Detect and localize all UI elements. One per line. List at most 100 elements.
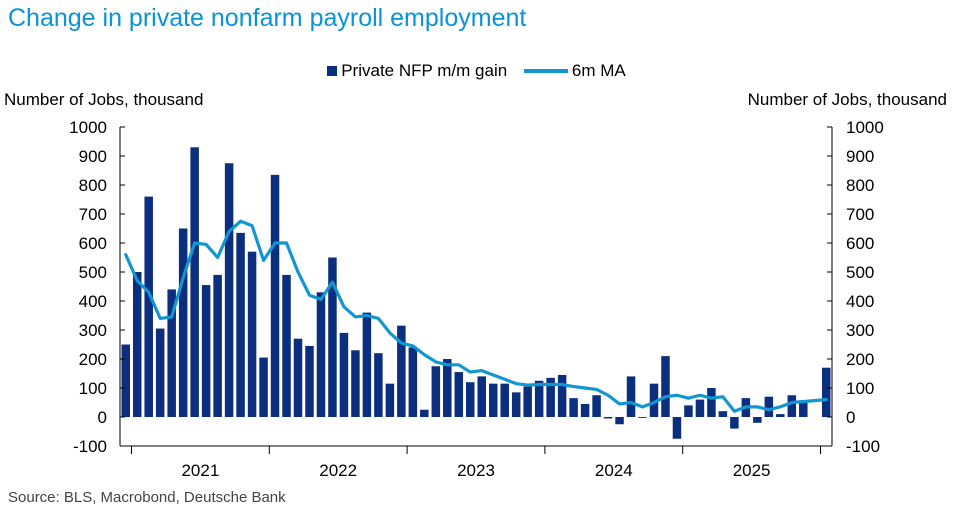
bar-2021-11: [247, 251, 257, 417]
bar-2025-07: [753, 417, 762, 423]
bar-2022-04: [305, 345, 314, 417]
bar-2025-09: [776, 414, 785, 417]
bar-2023-03: [431, 366, 441, 417]
x-tick-label-2024: 2024: [595, 461, 633, 480]
bar-2025-03: [707, 388, 716, 417]
bar-2022-07: [339, 332, 349, 417]
bar-2023-09: [500, 383, 509, 417]
bar-2025-11: [799, 401, 808, 417]
bar-2024-05: [592, 395, 601, 417]
bar-2021-10: [236, 232, 245, 417]
legend: Private NFP m/m gain 6m MA: [0, 60, 953, 81]
bar-2024-11: [661, 356, 670, 417]
bar-2025-04: [718, 411, 728, 417]
y-tick-label-right: 700: [846, 205, 874, 224]
bar-2024-10: [649, 383, 659, 417]
y-tick-label-left: 800: [79, 176, 107, 195]
y-tick-label-right: 400: [846, 292, 874, 311]
y-axis-label-left: Number of Jobs, thousand: [4, 90, 204, 109]
bar-2025-05: [730, 417, 739, 429]
y-tick-label-right: 1000: [846, 118, 884, 137]
bar-2024-02: [557, 374, 567, 417]
y-tick-label-left: 1000: [69, 118, 107, 137]
bar-2022-12: [397, 325, 406, 417]
legend-swatch-bars: [327, 66, 338, 77]
bar-2023-07: [477, 376, 486, 417]
bar-2022-05: [316, 292, 326, 417]
bar-2023-05: [454, 372, 464, 417]
legend-swatch-line: [523, 69, 568, 74]
bar-2023-11: [523, 386, 532, 417]
y-tick-label-right: 600: [846, 234, 874, 253]
bar-2021-04: [167, 289, 176, 417]
bar-2021-12: [259, 357, 268, 417]
bar-2020-12: [121, 344, 130, 417]
chart-title: Change in private nonfarm payroll employ…: [8, 4, 527, 32]
bar-2023-02: [420, 409, 429, 417]
bar-2022-01: [270, 174, 280, 417]
x-tick-label-2021: 2021: [181, 461, 219, 480]
bar-2024-03: [569, 398, 578, 417]
y-tick-label-left: 500: [79, 263, 107, 282]
bar-2024-07: [615, 417, 624, 425]
y-tick-label-left: 200: [79, 350, 107, 369]
bar-2023-10: [511, 392, 521, 417]
bar-2025-10: [787, 395, 797, 417]
bar-2023-01: [408, 347, 418, 417]
bar-2023-08: [488, 383, 498, 417]
legend-label-line: 6m MA: [571, 60, 626, 80]
bar-2024-06: [603, 417, 613, 419]
bar-2025-01: [684, 405, 693, 417]
source-note: Source: BLS, Macrobond, Deutsche Bank: [8, 489, 286, 506]
bar-2021-01: [132, 272, 142, 417]
bar-2024-12: [672, 417, 682, 439]
y-tick-label-left: 900: [79, 147, 107, 166]
y-tick-label-left: 600: [79, 234, 107, 253]
bar-2023-06: [466, 382, 475, 417]
bar-2022-06: [328, 257, 337, 417]
y-tick-label-right: 500: [846, 263, 874, 282]
y-axis-label-right: Number of Jobs, thousand: [747, 90, 947, 109]
bar-2021-09: [224, 163, 234, 417]
y-tick-label-left: 300: [79, 321, 107, 340]
bar-2022-09: [362, 312, 372, 417]
y-tick-label-left: -100: [73, 437, 107, 456]
bar-2025-08: [764, 396, 774, 417]
bar-2024-04: [580, 403, 590, 417]
y-tick-label-right: 800: [846, 176, 874, 195]
bar-2022-03: [293, 338, 303, 417]
y-tick-label-right: 200: [846, 350, 874, 369]
bar-2023-12: [534, 380, 544, 417]
y-tick-label-right: 0: [846, 408, 855, 427]
y-tick-label-left: 0: [98, 408, 107, 427]
x-tick-label-2023: 2023: [457, 461, 495, 480]
bar-2021-02: [144, 196, 153, 417]
bar-2024-08: [626, 376, 636, 417]
y-tick-label-right: 900: [846, 147, 874, 166]
x-tick-label-2022: 2022: [319, 461, 357, 480]
bar-2022-11: [385, 383, 395, 417]
ma-line: [124, 219, 828, 413]
bar-2025-02: [695, 399, 705, 417]
y-tick-label-right: -100: [846, 437, 880, 456]
y-tick-label-left: 400: [79, 292, 107, 311]
bar-2024-09: [638, 417, 647, 418]
bar-2021-07: [201, 285, 211, 417]
bar-2026-01: [822, 367, 831, 417]
bar-2021-05: [178, 228, 188, 417]
legend-item-bars: Private NFP m/m gain: [327, 61, 507, 81]
legend-label-bars: Private NFP m/m gain: [341, 60, 508, 80]
bar-2021-08: [213, 274, 222, 417]
bar-2022-10: [374, 353, 383, 417]
bar-2022-08: [351, 350, 360, 417]
bar-2024-01: [546, 377, 555, 417]
legend-item-line: 6m MA: [523, 60, 626, 81]
y-tick-label-right: 300: [846, 321, 874, 340]
bar-2023-04: [443, 359, 452, 417]
bar-2021-06: [190, 147, 199, 418]
bar-2021-03: [155, 328, 165, 417]
bar-2022-02: [282, 274, 291, 417]
y-tick-label-left: 100: [79, 379, 107, 398]
x-tick-label-2025: 2025: [733, 461, 771, 480]
